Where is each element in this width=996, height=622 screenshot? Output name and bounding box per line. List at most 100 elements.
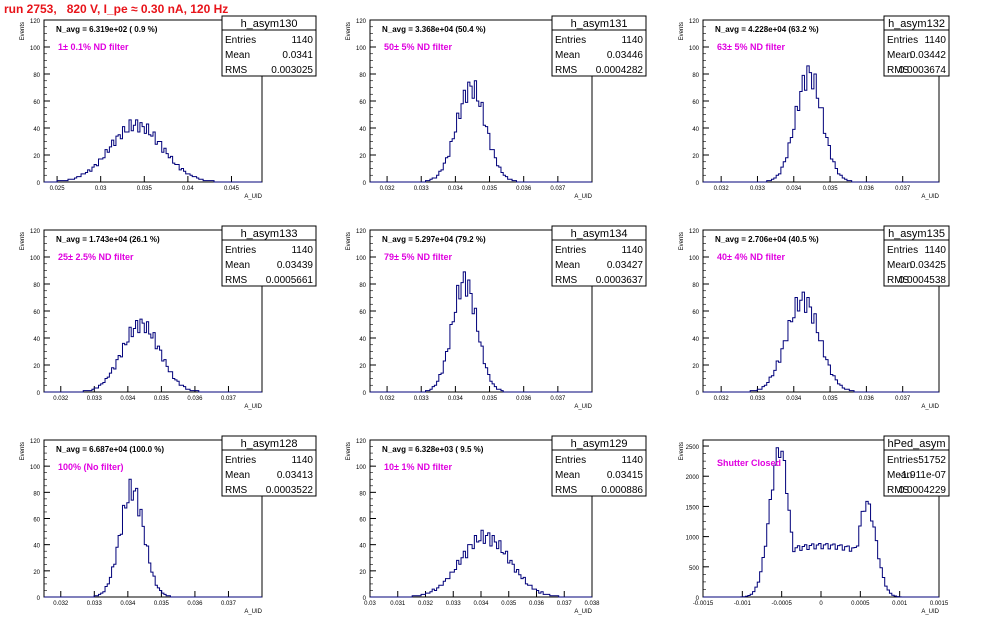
stats-value-entries: 1140 — [291, 455, 313, 466]
stats-value-mean: -1.911e-07 — [898, 470, 946, 481]
x-tick-label: 0.032 — [380, 186, 396, 192]
y-tick-label: 60 — [359, 100, 366, 106]
y-tick-label: 100 — [30, 256, 41, 262]
stats-box-frame — [883, 435, 950, 497]
histogram-line — [703, 291, 939, 393]
stats-value-rms: 0.0005661 — [266, 275, 314, 286]
y-tick-label: 80 — [692, 73, 699, 79]
x-tick-label: 0.038 — [584, 601, 600, 607]
histogram-panel-h_asym133: 0 20 40 60 80 100 120 0.032 0.033 0.034 0.035 0.036… — [20, 225, 317, 410]
histogram-panel-h_asym130: 0 20 40 60 80 100 120 0.025 0.03 0.035 0.04 0.045 Ev… — [20, 15, 317, 200]
stats-value-entries: 1140 — [621, 245, 643, 256]
y-tick-label: 80 — [359, 491, 366, 497]
x-axis-label: A_UID — [244, 609, 262, 615]
stats-label-entries: Entries — [887, 245, 918, 256]
x-tick-label: 0.037 — [221, 396, 237, 402]
stats-value-rms: 0.0003674 — [899, 65, 947, 76]
stats-value-rms: 0.0003522 — [266, 485, 314, 496]
x-tick-label: 0.037 — [895, 186, 911, 192]
x-axis-label: A_UID — [244, 404, 262, 410]
filter-label: 25± 2.5% ND filter — [58, 252, 134, 262]
stats-label-rms: RMS — [887, 275, 910, 286]
x-tick-label: 0.036 — [859, 186, 875, 192]
histogram-panel-h_asym134: 0 20 40 60 80 100 120 0.032 0.033 0.034 0.035 0.036… — [346, 225, 647, 410]
y-tick-label: 2500 — [686, 445, 700, 451]
stats-value-entries: 1140 — [924, 245, 946, 256]
x-tick-label: 0.033 — [414, 396, 430, 402]
filter-label: 10± 1% ND filter — [384, 462, 452, 472]
filter-label: 79± 5% ND filter — [384, 252, 452, 262]
stats-value-entries: 1140 — [291, 245, 313, 256]
stats-label-mean: Mean — [887, 470, 912, 481]
stats-box: h_asym132 Entries 1140 Mean0.03442RMS0.0003… — [883, 15, 950, 77]
y-tick-label: 20 — [359, 570, 366, 576]
stats-label-entries: Entries — [887, 35, 918, 46]
stats-box: h_asym128 Entries 1140 Mean 0.03413 RMS 0.0003… — [221, 435, 317, 497]
y-tick-label: 40 — [359, 544, 366, 550]
x-tick-label: 0.035 — [137, 186, 153, 192]
y-tick-label: 100 — [356, 256, 367, 262]
y-tick-label: 120 — [356, 229, 367, 235]
y-tick-label: 100 — [30, 46, 41, 52]
y-tick-label: 100 — [689, 46, 700, 52]
x-tick-label: 0.037 — [221, 601, 237, 607]
y-axis-label: Events — [20, 22, 26, 40]
y-axis-label: Events — [679, 442, 685, 460]
y-tick-label: 0 — [363, 596, 367, 602]
x-tick-label: 0.033 — [87, 601, 103, 607]
stats-value-rms: 0.0003637 — [596, 275, 644, 286]
x-tick-label: 0.032 — [418, 601, 434, 607]
x-tick-label: 0.0005 — [851, 601, 870, 607]
stats-value-entries: 1140 — [924, 35, 946, 46]
histogram-line — [370, 80, 592, 183]
stats-label-rms: RMS — [225, 65, 248, 76]
y-tick-label: 40 — [359, 127, 366, 133]
navg-label: N_avg = 6.319e+02 ( 0.9 %) — [56, 25, 158, 34]
x-tick-label: 0.037 — [895, 396, 911, 402]
histogram-line — [44, 318, 262, 393]
stats-box-frame — [221, 15, 317, 77]
stats-label-entries: Entries — [225, 35, 256, 46]
x-tick-label: 0.034 — [120, 396, 136, 402]
x-tick-label: 0.035 — [154, 396, 170, 402]
stats-histogram-name: hPed_asym — [887, 438, 945, 450]
y-tick-label: 60 — [33, 100, 40, 106]
x-tick-label: 0.03 — [95, 186, 107, 192]
stats-label-rms: RMS — [555, 65, 578, 76]
x-tick-label: -0.0015 — [693, 601, 714, 607]
y-tick-label: 0 — [363, 181, 367, 187]
y-tick-label: 500 — [689, 566, 700, 572]
y-tick-label: 0 — [696, 391, 700, 397]
filter-label: Shutter Closed — [717, 458, 781, 468]
y-axis-label: Events — [346, 232, 352, 250]
stats-value-entries: 1140 — [621, 455, 643, 466]
x-tick-label: 0.034 — [786, 396, 802, 402]
x-axis-label: A_UID — [574, 194, 592, 200]
histogram-panel-h_asym129: 0 20 40 60 80 100 120 0.03 0.031 0.032 0.033 0.034 0… — [346, 435, 647, 615]
y-tick-label: 60 — [692, 310, 699, 316]
histogram-panel-h_asym128: 0 20 40 60 80 100 120 0.032 0.033 0.034 0.035 0.036… — [20, 435, 317, 615]
y-tick-label: 60 — [692, 100, 699, 106]
x-tick-label: 0.036 — [516, 396, 532, 402]
y-axis-label: Events — [346, 442, 352, 460]
x-tick-label: 0.036 — [516, 186, 532, 192]
y-tick-label: 100 — [356, 46, 367, 52]
stats-value-entries: 51752 — [918, 455, 946, 466]
stats-label-rms: RMS — [225, 485, 248, 496]
y-tick-label: 60 — [33, 310, 40, 316]
x-axis-label: A_UID — [921, 194, 939, 200]
x-axis-label: A_UID — [244, 194, 262, 200]
stats-value-mean: 0.03442 — [910, 50, 947, 61]
x-tick-label: 0.035 — [823, 186, 839, 192]
stats-label-mean: Mean — [225, 260, 250, 271]
y-axis-label: Events — [346, 22, 352, 40]
stats-value-entries: 1140 — [291, 35, 313, 46]
navg-label: N_avg = 5.297e+04 (79.2 %) — [382, 235, 486, 244]
histogram-panel-hPed_asym: 0 500 1000 1500 2000 2500 -0.0015 -0.001 -0.0005… — [679, 435, 950, 615]
y-tick-label: 0 — [37, 391, 41, 397]
x-tick-label: 0.035 — [482, 186, 498, 192]
navg-label: N_avg = 2.706e+04 (40.5 %) — [715, 235, 819, 244]
y-tick-label: 80 — [33, 73, 40, 79]
stats-box: h_asym135 Entries 1140 Mean0.03425RMS0.0004… — [883, 225, 950, 287]
stats-histogram-name: h_asym134 — [571, 228, 628, 240]
